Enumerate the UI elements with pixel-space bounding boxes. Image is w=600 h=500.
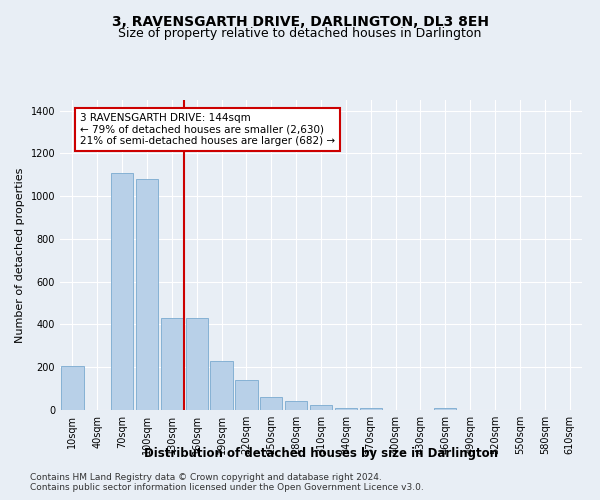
Text: Size of property relative to detached houses in Darlington: Size of property relative to detached ho… <box>118 28 482 40</box>
Bar <box>185 318 208 410</box>
Text: Distribution of detached houses by size in Darlington: Distribution of detached houses by size … <box>144 448 498 460</box>
Bar <box>136 179 158 410</box>
Bar <box>161 318 183 410</box>
Bar <box>335 408 357 410</box>
Bar <box>359 408 382 410</box>
Bar <box>260 397 283 410</box>
Text: 3, RAVENSGARTH DRIVE, DARLINGTON, DL3 8EH: 3, RAVENSGARTH DRIVE, DARLINGTON, DL3 8E… <box>112 15 488 29</box>
Bar <box>285 401 307 410</box>
Bar <box>235 380 257 410</box>
Bar <box>211 361 233 410</box>
Text: Contains public sector information licensed under the Open Government Licence v3: Contains public sector information licen… <box>30 484 424 492</box>
Y-axis label: Number of detached properties: Number of detached properties <box>15 168 25 342</box>
Bar <box>61 366 83 410</box>
Bar <box>434 408 457 410</box>
Bar <box>111 172 133 410</box>
Text: Contains HM Land Registry data © Crown copyright and database right 2024.: Contains HM Land Registry data © Crown c… <box>30 474 382 482</box>
Bar <box>310 406 332 410</box>
Text: 3 RAVENSGARTH DRIVE: 144sqm
← 79% of detached houses are smaller (2,630)
21% of : 3 RAVENSGARTH DRIVE: 144sqm ← 79% of det… <box>80 113 335 146</box>
